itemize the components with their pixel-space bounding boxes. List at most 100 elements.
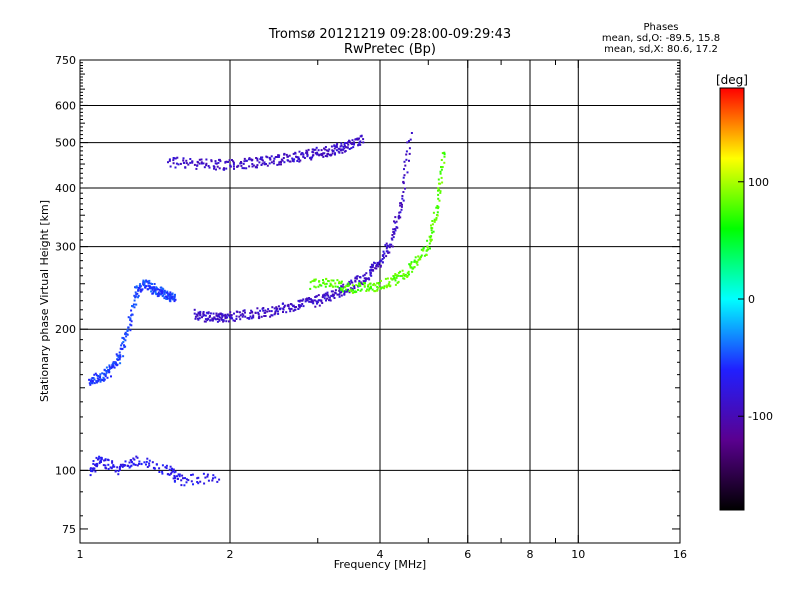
echo-point [167, 294, 170, 297]
echo-point [440, 176, 443, 179]
echo-point [406, 272, 409, 275]
echo-point [108, 365, 111, 368]
echo-point [119, 354, 122, 357]
echo-point [342, 290, 345, 293]
echo-point [386, 250, 389, 253]
echo-point [317, 294, 320, 297]
echo-point [187, 479, 190, 482]
echo-point [249, 315, 252, 318]
echo-point [443, 161, 446, 164]
echo-point [174, 298, 177, 301]
echo-point [153, 289, 156, 292]
echo-point [369, 266, 372, 268]
echo-point [111, 460, 114, 463]
echo-point [207, 165, 210, 167]
echo-point [207, 317, 209, 320]
echo-point [122, 337, 125, 340]
echo-point [281, 159, 284, 162]
echo-point [313, 278, 316, 281]
echo-point [340, 142, 343, 145]
echo-point [321, 153, 324, 156]
echo-point [221, 313, 224, 316]
echo-point [154, 288, 157, 291]
echo-point [385, 242, 388, 245]
echo-point [113, 366, 116, 369]
echo-point [228, 320, 230, 323]
echo-point [297, 304, 300, 307]
echo-point [345, 284, 348, 287]
echo-point [358, 280, 361, 283]
echo-point [318, 304, 321, 307]
echo-point [368, 278, 371, 281]
echo-point [410, 262, 413, 265]
echo-point [202, 472, 205, 475]
echo-point [402, 277, 405, 280]
echo-point [189, 158, 192, 160]
echo-point [196, 314, 199, 317]
echo-point [293, 158, 296, 161]
echo-point [151, 292, 154, 295]
echo-point [143, 461, 146, 464]
echo-point [326, 155, 329, 158]
echo-point [168, 296, 171, 298]
echo-point [95, 374, 98, 377]
echo-point [375, 267, 378, 270]
echo-point [100, 456, 103, 459]
echo-point [173, 296, 176, 299]
echo-point [411, 267, 414, 270]
echo-point [130, 460, 133, 463]
echo-point [165, 295, 167, 298]
echo-point [376, 289, 379, 292]
echo-point [347, 143, 350, 146]
echo-point [311, 280, 314, 283]
echo-point [348, 140, 351, 143]
echo-point [405, 274, 408, 277]
echo-point [407, 270, 410, 273]
echo-point [394, 216, 397, 219]
echo-point [250, 158, 252, 161]
echo-point [254, 311, 257, 314]
echo-point [168, 468, 171, 471]
echo-point [391, 245, 394, 248]
echo-point [112, 364, 115, 367]
echo-point [306, 153, 309, 155]
echo-point [103, 368, 106, 371]
echo-point [216, 480, 219, 483]
echo-point [386, 244, 389, 247]
echo-point [302, 305, 305, 308]
echo-point [232, 160, 235, 163]
echo-point [403, 277, 406, 280]
echo-point [419, 258, 422, 261]
echo-point [283, 304, 286, 307]
echo-point [257, 311, 260, 314]
echo-point [101, 372, 104, 375]
y-tick-label: 100 [55, 464, 76, 477]
echo-point [431, 220, 434, 222]
echo-point [306, 155, 309, 158]
echo-point [383, 287, 385, 290]
echo-point [257, 313, 260, 316]
echo-point [179, 162, 182, 165]
echo-point [295, 306, 297, 308]
echo-point [95, 381, 98, 384]
echo-point [171, 467, 173, 470]
echo-point [222, 320, 225, 323]
echo-point [282, 311, 284, 313]
echo-point [425, 254, 428, 256]
echo-point [430, 224, 432, 227]
echo-point [432, 230, 435, 233]
echo-point [172, 470, 174, 473]
echo-point [197, 161, 200, 164]
echo-point [266, 164, 269, 167]
echo-point [413, 259, 416, 262]
echo-point [171, 296, 173, 299]
echo-point [232, 163, 235, 166]
echo-point [394, 279, 397, 282]
echo-point [383, 256, 385, 259]
echo-point [227, 161, 229, 163]
echo-point [393, 276, 396, 279]
echo-point [440, 159, 443, 161]
echo-point [353, 143, 355, 146]
echo-point [338, 151, 341, 154]
echo-point [326, 291, 329, 294]
